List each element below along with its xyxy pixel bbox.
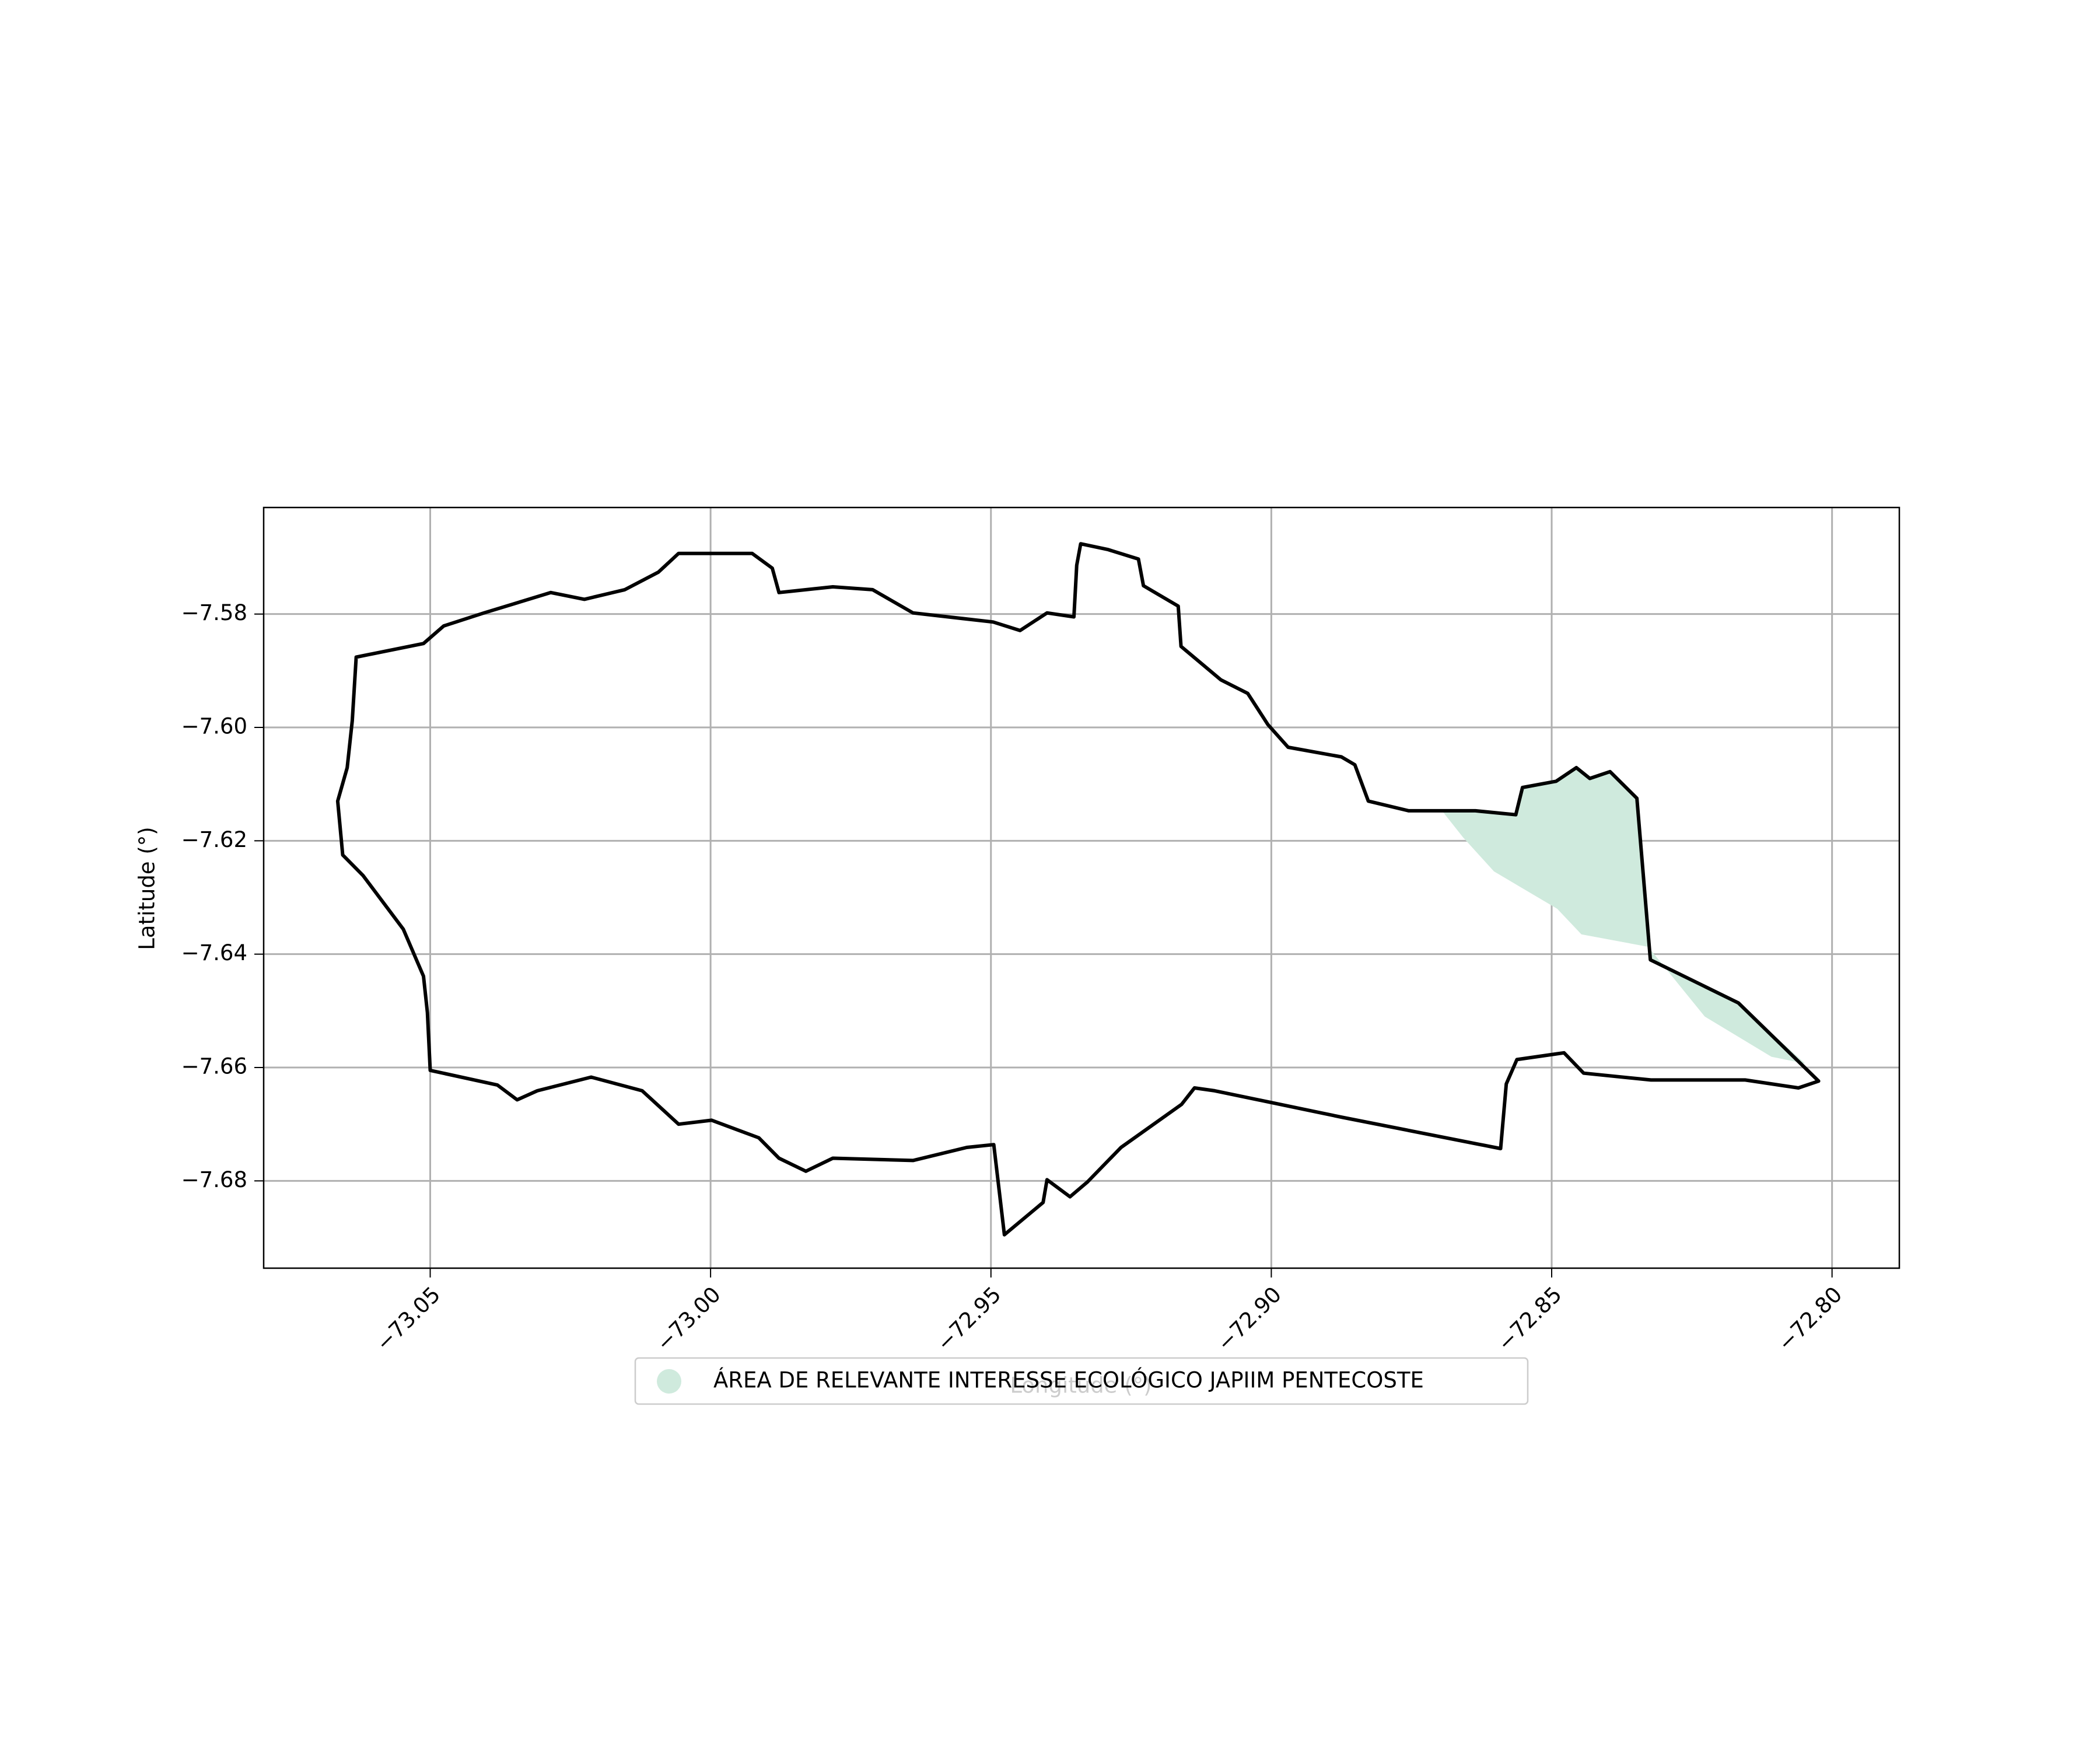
protected-area	[1443, 768, 1805, 1064]
x-tick-label: −72.90	[1212, 1282, 1286, 1356]
y-tick-label: −7.60	[181, 714, 247, 739]
legend-marker	[657, 1369, 681, 1394]
legend: ÁREA DE RELEVANTE INTERESSE ECOLÓGICO JA…	[634, 1357, 1529, 1405]
plot-area	[335, 542, 1821, 1237]
x-tick-label: −72.95	[932, 1282, 1006, 1356]
x-tick-label: −72.80	[1773, 1282, 1847, 1356]
legend-box	[634, 1357, 1529, 1405]
axes-frame	[262, 506, 1901, 1269]
y-tick-label: −7.66	[181, 1054, 247, 1079]
x-tick-label: −72.85	[1493, 1282, 1567, 1356]
y-tick-label: −7.62	[181, 827, 247, 852]
x-tick-label: −73.05	[371, 1282, 445, 1356]
y-tick-label: −7.64	[181, 940, 247, 965]
boundary-outline	[335, 542, 1821, 1237]
x-tick-label: −73.00	[652, 1282, 726, 1356]
legend-label: ÁREA DE RELEVANTE INTERESSE ECOLÓGICO JA…	[713, 1367, 1424, 1393]
y-tick-label: −7.58	[181, 600, 247, 625]
y-axis-label: Latitude (°)	[135, 827, 160, 950]
y-tick-label: −7.68	[181, 1167, 247, 1192]
